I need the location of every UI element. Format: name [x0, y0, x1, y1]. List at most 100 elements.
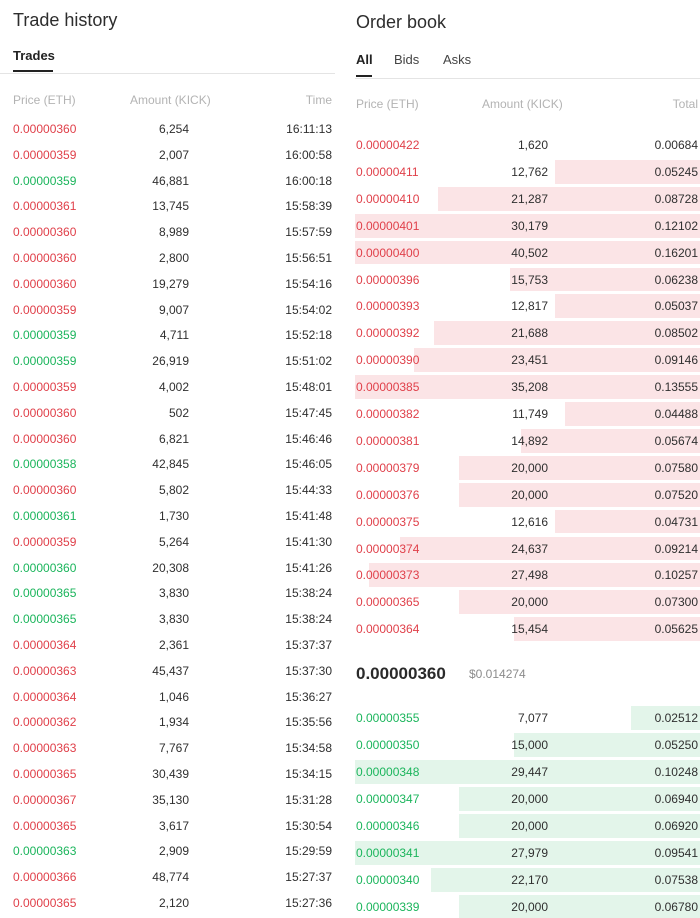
trade-row[interactable]: 0.00000365 2,120 15:27:36 — [0, 893, 335, 915]
trade-row[interactable]: 0.00000359 2,007 16:00:58 — [0, 145, 335, 167]
order-price: 0.00000376 — [356, 487, 420, 502]
trade-row[interactable]: 0.00000359 4,002 15:48:01 — [0, 377, 335, 399]
bid-row[interactable]: 0.00000355 7,077 0.02512 — [355, 706, 700, 730]
ask-row[interactable]: 0.00000401 30,179 0.12102 — [355, 213, 700, 238]
order-amount: 29,447 — [511, 765, 548, 779]
trade-row[interactable]: 0.00000365 3,830 15:38:24 — [0, 609, 335, 631]
trade-row[interactable]: 0.00000360 6,254 16:11:13 — [0, 119, 335, 141]
order-amount: 12,616 — [511, 514, 548, 529]
trade-row[interactable]: 0.00000362 1,934 15:35:56 — [0, 712, 335, 734]
divider — [0, 73, 335, 74]
tab-trades[interactable]: Trades — [13, 48, 55, 63]
ask-row[interactable]: 0.00000374 24,637 0.09214 — [355, 536, 700, 561]
trade-row[interactable]: 0.00000363 2,909 15:29:59 — [0, 841, 335, 863]
trade-row[interactable]: 0.00000367 35,130 15:31:28 — [0, 790, 335, 812]
bid-row[interactable]: 0.00000350 15,000 0.05250 — [355, 733, 700, 757]
trade-price: 0.00000367 — [13, 792, 77, 807]
trade-row[interactable]: 0.00000365 30,439 15:34:15 — [0, 764, 335, 786]
ask-row[interactable]: 0.00000375 12,616 0.04731 — [355, 509, 700, 534]
trade-time: 15:48:01 — [285, 380, 332, 394]
bid-row[interactable]: 0.00000346 20,000 0.06920 — [355, 814, 700, 838]
trade-row[interactable]: 0.00000360 8,989 15:57:59 — [0, 222, 335, 244]
trade-row[interactable]: 0.00000365 3,830 15:38:24 — [0, 583, 335, 605]
ask-row[interactable]: 0.00000396 15,753 0.06238 — [355, 267, 700, 292]
ask-row[interactable]: 0.00000365 20,000 0.07300 — [355, 590, 700, 615]
order-price: 0.00000364 — [356, 622, 420, 637]
trade-row[interactable]: 0.00000360 19,279 15:54:16 — [0, 274, 335, 296]
bid-row[interactable]: 0.00000347 20,000 0.06940 — [355, 787, 700, 811]
order-price: 0.00000339 — [356, 900, 420, 914]
trade-row[interactable]: 0.00000359 9,007 15:54:02 — [0, 300, 335, 322]
trade-time: 15:38:24 — [285, 586, 332, 601]
trade-time: 15:46:05 — [285, 457, 332, 472]
trade-row[interactable]: 0.00000363 45,437 15:37:30 — [0, 661, 335, 683]
ask-row[interactable]: 0.00000422 1,620 0.00684 — [355, 133, 700, 157]
ask-row[interactable]: 0.00000364 15,454 0.05625 — [355, 617, 700, 642]
trade-row[interactable]: 0.00000366 48,774 15:27:37 — [0, 867, 335, 889]
trade-row[interactable]: 0.00000360 20,308 15:41:26 — [0, 558, 335, 580]
ask-row[interactable]: 0.00000373 27,498 0.10257 — [355, 563, 700, 588]
trade-time: 15:34:15 — [285, 767, 332, 781]
trade-row[interactable]: 0.00000358 42,845 15:46:05 — [0, 454, 335, 476]
order-amount: 20,000 — [511, 460, 548, 475]
ask-row[interactable]: 0.00000376 20,000 0.07520 — [355, 482, 700, 507]
order-total: 0.06780 — [654, 900, 698, 914]
trade-row[interactable]: 0.00000360 2,800 15:56:51 — [0, 248, 335, 270]
trade-row[interactable]: 0.00000364 1,046 15:36:27 — [0, 687, 335, 709]
ask-row[interactable]: 0.00000385 35,208 0.13555 — [355, 375, 700, 399]
depth-bar — [355, 841, 700, 865]
trade-row[interactable]: 0.00000361 1,730 15:41:48 — [0, 506, 335, 528]
column-header-price: Price (ETH) — [13, 93, 76, 107]
trade-time: 15:47:45 — [285, 405, 332, 420]
trade-row[interactable]: 0.00000364 2,361 15:37:37 — [0, 635, 335, 657]
order-total: 0.07520 — [654, 487, 698, 502]
trade-row[interactable]: 0.00000359 46,881 16:00:18 — [0, 171, 335, 193]
order-amount: 12,817 — [511, 299, 548, 314]
order-total: 0.05250 — [654, 738, 698, 752]
order-amount: 15,000 — [511, 738, 548, 752]
ask-row[interactable]: 0.00000382 11,749 0.04488 — [355, 402, 700, 426]
ask-row[interactable]: 0.00000392 21,688 0.08502 — [355, 321, 700, 346]
ask-row[interactable]: 0.00000393 12,817 0.05037 — [355, 294, 700, 319]
trade-amount: 6,821 — [158, 431, 189, 446]
trade-row[interactable]: 0.00000363 7,767 15:34:58 — [0, 738, 335, 760]
order-amount: 24,637 — [511, 541, 548, 556]
bid-row[interactable]: 0.00000348 29,447 0.10248 — [355, 760, 700, 784]
trade-time: 15:27:36 — [285, 896, 332, 910]
trade-row[interactable]: 0.00000359 5,264 15:41:30 — [0, 532, 335, 554]
trade-time: 15:41:48 — [285, 509, 332, 523]
trade-row[interactable]: 0.00000361 13,745 15:58:39 — [0, 196, 335, 218]
ask-row[interactable]: 0.00000390 23,451 0.09146 — [355, 348, 700, 373]
order-total: 0.08502 — [654, 326, 698, 341]
trade-row[interactable]: 0.00000365 3,617 15:30:54 — [0, 816, 335, 838]
tab-asks[interactable]: Asks — [443, 52, 472, 67]
column-header-amount: Amount (KICK) — [130, 93, 211, 107]
column-header-time: Time — [305, 93, 332, 107]
trade-amount: 35,130 — [152, 792, 189, 807]
bid-row[interactable]: 0.00000339 20,000 0.06780 — [355, 895, 700, 918]
trade-row[interactable]: 0.00000360 502 15:47:45 — [0, 403, 335, 425]
order-total: 0.05625 — [654, 622, 698, 637]
trade-time: 15:54:02 — [285, 302, 332, 317]
bid-row[interactable]: 0.00000340 22,170 0.07538 — [355, 868, 700, 892]
trade-row[interactable]: 0.00000360 6,821 15:46:46 — [0, 429, 335, 451]
trade-time: 15:37:37 — [285, 638, 332, 652]
trade-row[interactable]: 0.00000360 5,802 15:44:33 — [0, 480, 335, 502]
ask-row[interactable]: 0.00000379 20,000 0.07580 — [355, 455, 700, 480]
order-price: 0.00000355 — [356, 711, 420, 725]
depth-bar — [458, 787, 700, 811]
order-total: 0.07300 — [654, 595, 698, 610]
ask-row[interactable]: 0.00000400 40,502 0.16201 — [355, 240, 700, 265]
ask-row[interactable]: 0.00000410 21,287 0.08728 — [355, 186, 700, 211]
ask-row[interactable]: 0.00000411 12,762 0.05245 — [355, 159, 700, 184]
trade-row[interactable]: 0.00000359 4,711 15:52:18 — [0, 325, 335, 347]
depth-bar — [458, 482, 700, 507]
tab-all[interactable]: All — [356, 52, 373, 67]
bid-row[interactable]: 0.00000341 27,979 0.09541 — [355, 841, 700, 865]
depth-bar — [513, 733, 700, 757]
order-price: 0.00000379 — [356, 460, 420, 475]
tab-bids[interactable]: Bids — [394, 52, 420, 67]
trade-amount: 19,279 — [152, 276, 189, 291]
trade-row[interactable]: 0.00000359 26,919 15:51:02 — [0, 351, 335, 373]
ask-row[interactable]: 0.00000381 14,892 0.05674 — [355, 428, 700, 453]
